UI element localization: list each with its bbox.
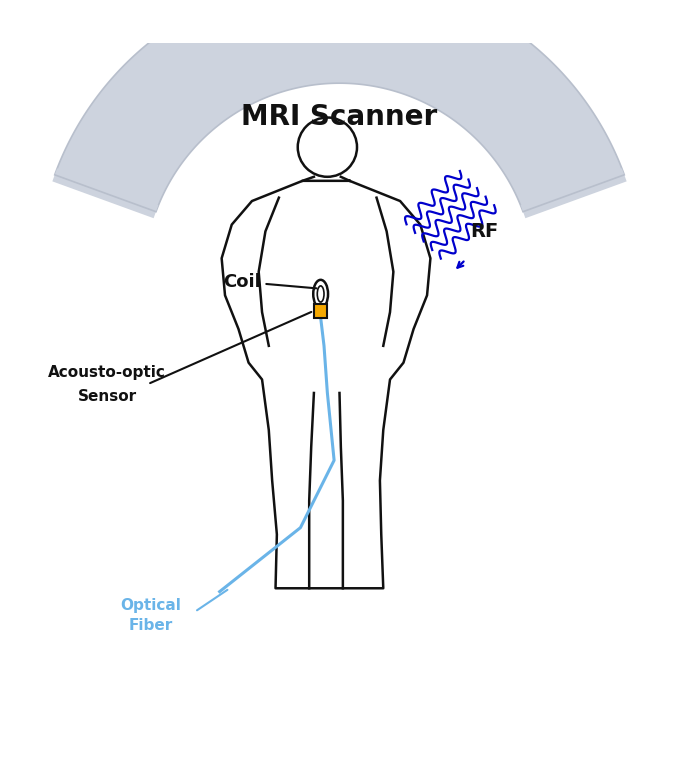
Ellipse shape <box>313 280 328 308</box>
Ellipse shape <box>317 286 324 302</box>
Text: Acousto-optic: Acousto-optic <box>48 365 166 380</box>
Text: RF: RF <box>470 222 498 241</box>
Text: Fiber: Fiber <box>129 618 173 633</box>
Bar <box>314 304 327 317</box>
Text: Optical: Optical <box>120 597 181 613</box>
Text: Coil: Coil <box>223 272 316 291</box>
Polygon shape <box>55 0 624 212</box>
Text: Sensor: Sensor <box>77 389 136 404</box>
Circle shape <box>298 118 357 177</box>
Text: MRI Scanner: MRI Scanner <box>241 103 438 131</box>
